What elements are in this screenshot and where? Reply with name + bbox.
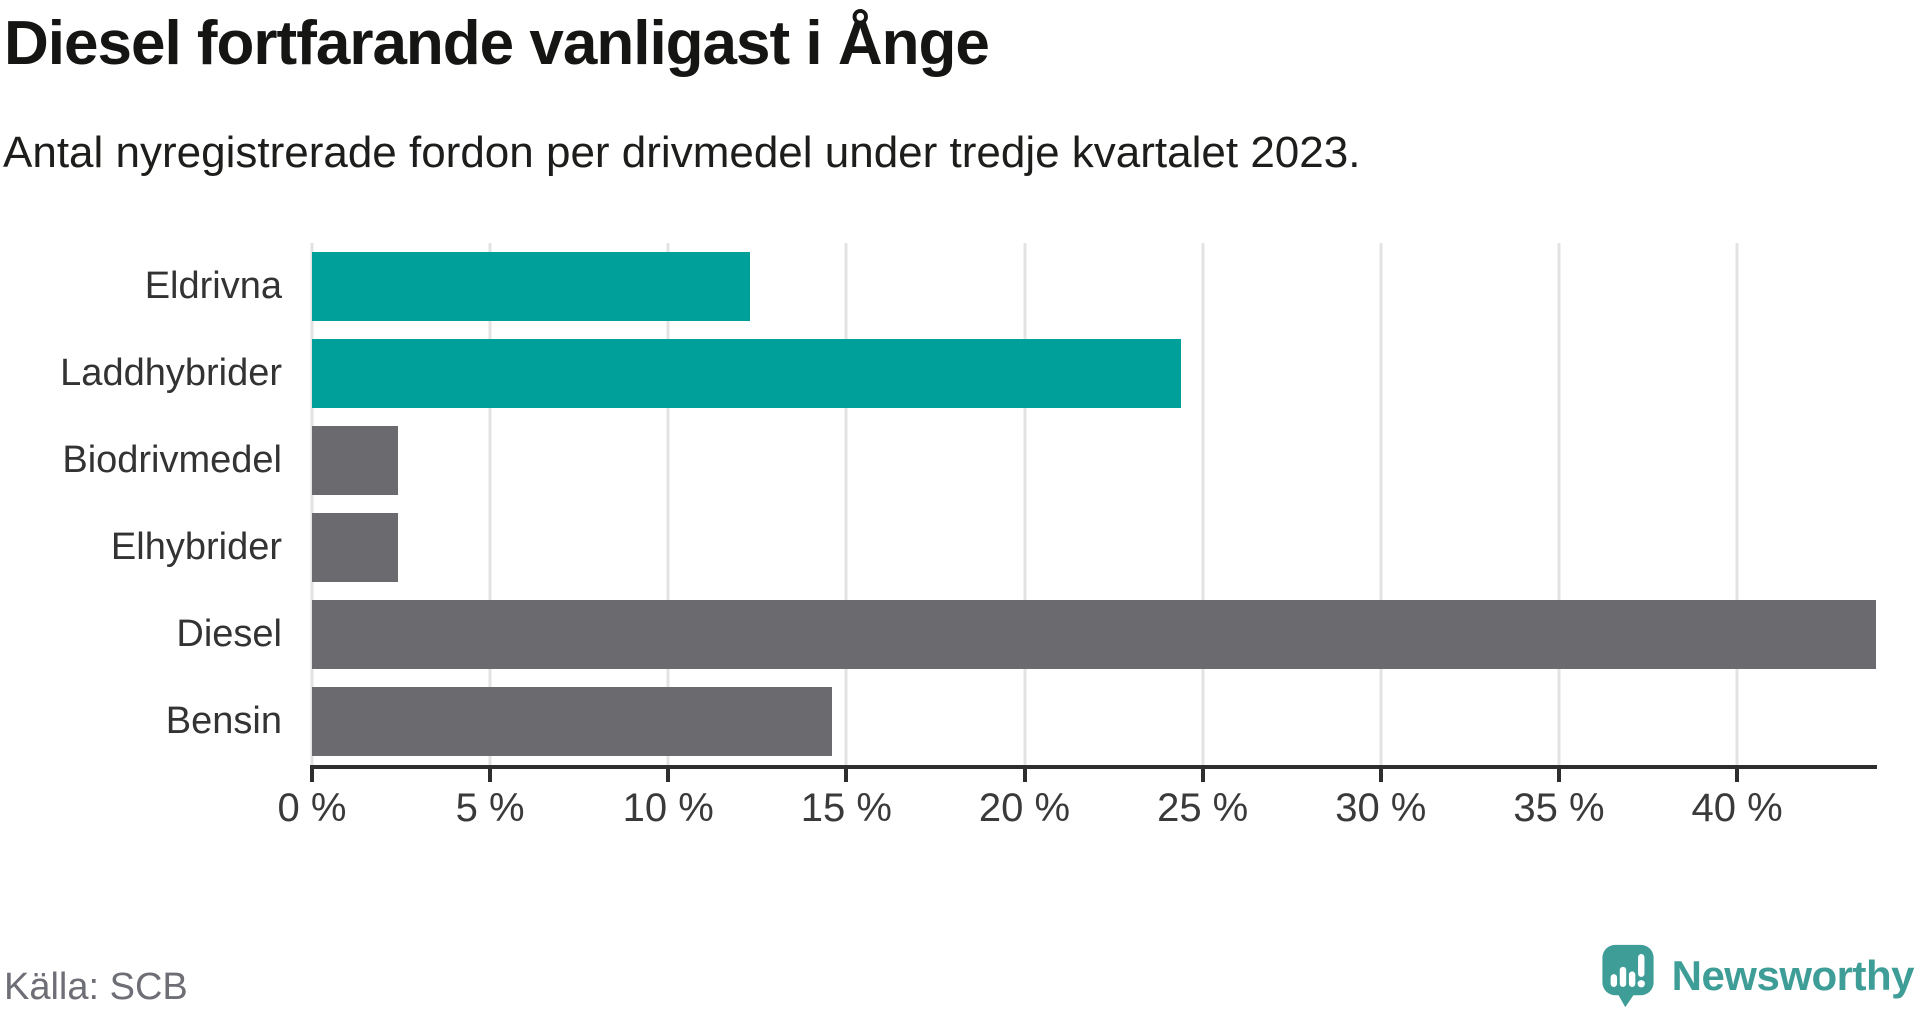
- gridline: [310, 243, 314, 765]
- x-axis-tick-label: 15 %: [800, 786, 892, 830]
- x-axis-tick: [488, 769, 493, 782]
- bar-row: [312, 417, 1876, 504]
- chart-title: Diesel fortfarande vanligast i Ånge: [4, 9, 990, 78]
- category-label-eldrivna: Eldrivna: [144, 265, 282, 307]
- bar-row: [312, 591, 1876, 678]
- x-axis-tick: [1200, 769, 1205, 782]
- x-axis-tick-label: 10 %: [622, 786, 714, 830]
- x-axis-line: [310, 765, 1877, 769]
- x-axis-tick-label: 20 %: [978, 786, 1071, 830]
- newsworthy-logo-text: Newsworthy: [1671, 952, 1915, 999]
- x-axis-tick-label: 40 %: [1691, 786, 1783, 830]
- category-label-laddhybrider: Laddhybrider: [60, 352, 282, 394]
- category-label-bensin: Bensin: [165, 700, 282, 742]
- x-axis-tick: [1378, 769, 1383, 782]
- plot-area: [310, 243, 1876, 765]
- bar-diesel: [312, 600, 1876, 669]
- x-axis-tick: [666, 769, 671, 782]
- x-axis-tick-label: 0 %: [277, 786, 347, 830]
- bar-laddhybrider: [312, 339, 1182, 408]
- x-axis-tick: [1556, 769, 1561, 782]
- gridline: [488, 243, 492, 765]
- source-caption: Källa: SCB: [4, 966, 188, 1008]
- x-axis-tick-label: 35 %: [1513, 786, 1605, 830]
- newsworthy-logo-icon: [1602, 944, 1654, 1008]
- x-axis-tick: [310, 769, 314, 782]
- bar-row: [312, 678, 1876, 765]
- bar-bensin: [312, 687, 833, 756]
- gridline: [844, 243, 848, 765]
- category-axis-labels: Eldrivna Laddhybrider Biodrivmedel Elhybrid…: [0, 243, 282, 765]
- x-axis-tick-label: 30 %: [1335, 786, 1427, 830]
- x-axis-tick: [844, 769, 849, 782]
- category-label-elhybrider: Elhybrider: [110, 526, 282, 568]
- bar-elhybrider: [312, 513, 398, 582]
- gridline: [1201, 243, 1205, 765]
- x-axis-tick-label: 5 %: [455, 786, 525, 830]
- category-label-biodrivmedel: Biodrivmedel: [62, 439, 282, 481]
- bar-eldrivna: [312, 252, 751, 321]
- gridline: [1735, 243, 1739, 765]
- x-axis-tick-label: 25 %: [1157, 786, 1249, 830]
- gridline: [666, 243, 670, 765]
- gridline: [1557, 243, 1561, 765]
- newsworthy-logo: Newsworthy: [1600, 944, 1915, 1008]
- bar-biodrivmedel: [312, 426, 398, 495]
- x-axis-tick: [1022, 769, 1027, 782]
- chart-subtitle: Antal nyregistrerade fordon per drivmede…: [3, 128, 1361, 177]
- bar-row: [312, 504, 1876, 591]
- category-label-diesel: Diesel: [176, 613, 282, 655]
- gridline: [1023, 243, 1027, 765]
- bar-row: [312, 330, 1876, 417]
- gridline: [1379, 243, 1383, 765]
- x-axis-tick: [1735, 769, 1740, 782]
- bar-row: [312, 243, 1876, 330]
